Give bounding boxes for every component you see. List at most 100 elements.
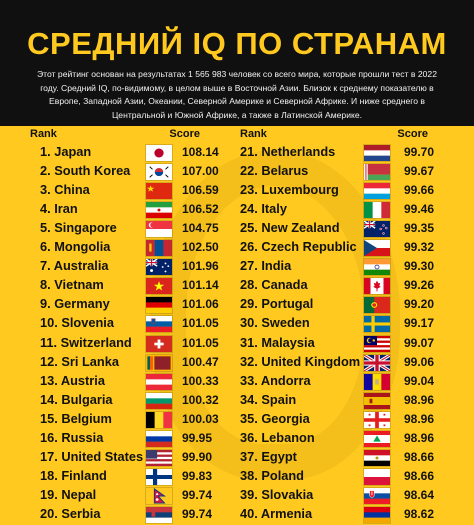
- table-row: 22. Belarus 99.67: [240, 161, 440, 182]
- country-label: 32. United Kingdom: [240, 353, 361, 369]
- country-label: 12. Sri Lanka: [40, 353, 119, 369]
- country-label: 38. Poland: [240, 467, 305, 483]
- score-header: Score: [169, 128, 200, 140]
- table-row: 4. Iran 106.52: [30, 199, 230, 220]
- score-value: 100.47: [182, 354, 219, 369]
- score-value: 99.67: [404, 164, 435, 179]
- country-label: 6. Mongolia: [40, 239, 111, 255]
- score-value: 106.59: [182, 183, 219, 198]
- score-value: 99.30: [404, 259, 435, 274]
- score-header: Score: [397, 128, 428, 140]
- switzerland-flag-icon: [145, 334, 173, 353]
- table-row: 24. Italy 99.46: [240, 199, 440, 220]
- egypt-flag-icon: [363, 448, 391, 467]
- country-label: 22. Belarus: [240, 163, 309, 179]
- country-label: 1. Japan: [40, 144, 92, 159]
- malaysia-flag-icon: [363, 334, 391, 353]
- table-row: 33. Andorra 99.04: [240, 371, 440, 391]
- sweden-flag-icon: [363, 315, 391, 334]
- austria-flag-icon: [145, 372, 173, 391]
- score-value: 99.70: [404, 145, 435, 159]
- country-label: 14. Bulgaria: [40, 391, 113, 407]
- score-value: 99.20: [404, 297, 435, 312]
- score-value: 99.06: [404, 354, 435, 369]
- country-label: 19. Nepal: [40, 486, 97, 502]
- score-value: 104.75: [182, 221, 219, 236]
- country-label: 31. Malaysia: [240, 334, 315, 350]
- table-row: 32. United Kingdom 99.06: [240, 352, 440, 372]
- slovenia-flag-icon: [145, 315, 173, 334]
- score-value: 99.95: [182, 430, 213, 445]
- japan-flag-icon: [145, 144, 173, 162]
- table-row: 8. Vietnam 101.14: [30, 275, 230, 296]
- rank-header: Rank: [240, 128, 267, 140]
- score-value: 98.96: [404, 392, 435, 407]
- score-value: 100.33: [182, 373, 219, 388]
- score-value: 101.96: [182, 259, 219, 274]
- score-value: 101.14: [182, 278, 219, 293]
- country-label: 7. Australia: [40, 258, 109, 274]
- sri-lanka-flag-icon: [145, 353, 173, 372]
- country-label: 8. Vietnam: [40, 277, 104, 293]
- country-label: 2. South Korea: [40, 163, 131, 179]
- table-row: 9. Germany 101.06: [30, 294, 230, 315]
- country-label: 37. Egypt: [240, 448, 297, 464]
- country-label: 23. Luxembourg: [240, 182, 339, 198]
- australia-flag-icon: [145, 258, 173, 277]
- score-value: 99.07: [404, 335, 435, 350]
- netherlands-flag-icon: [363, 144, 391, 162]
- score-value: 100.03: [182, 411, 219, 426]
- table-row: 25. New Zealand 99.35: [240, 218, 440, 239]
- country-label: 15. Belgium: [40, 410, 112, 426]
- serbia-flag-icon: [145, 505, 173, 524]
- country-label: 35. Georgia: [240, 410, 310, 426]
- table-row: 6. Mongolia 102.50: [30, 237, 230, 258]
- spain-flag-icon: [363, 391, 391, 410]
- score-value: 99.26: [404, 278, 435, 293]
- column-header-right: Rank Score: [240, 128, 440, 142]
- country-label: 11. Switzerland: [40, 334, 132, 350]
- score-value: 102.50: [182, 240, 219, 255]
- score-value: 99.90: [182, 449, 213, 464]
- table-row: 26. Czech Republic 99.32: [240, 237, 440, 258]
- united-kingdom-flag-icon: [363, 353, 391, 372]
- score-value: 106.52: [182, 202, 219, 217]
- country-label: 29. Portugal: [240, 296, 314, 312]
- table-row: 3. China 106.59: [30, 180, 230, 201]
- india-flag-icon: [363, 258, 391, 277]
- armenia-flag-icon: [363, 505, 391, 524]
- table-row: 15. Belgium 100.03: [30, 409, 230, 429]
- country-label: 24. Italy: [240, 201, 287, 217]
- table-row: 40. Armenia 98.62: [240, 504, 440, 524]
- united-states-flag-icon: [145, 448, 173, 467]
- table-row: 29. Portugal 99.20: [240, 294, 440, 315]
- china-flag-icon: [145, 182, 173, 201]
- table-row: 13. Austria 100.33: [30, 371, 230, 391]
- czech-republic-flag-icon: [363, 239, 391, 258]
- new-zealand-flag-icon: [363, 220, 391, 239]
- andorra-flag-icon: [363, 372, 391, 391]
- table-row: 30. Sweden 99.17: [240, 313, 440, 334]
- germany-flag-icon: [145, 296, 173, 315]
- mongolia-flag-icon: [145, 239, 173, 258]
- slovakia-flag-icon: [363, 486, 391, 505]
- score-value: 101.05: [182, 316, 219, 331]
- country-label: 26. Czech Republic: [240, 239, 357, 255]
- belarus-flag-icon: [363, 163, 391, 182]
- luxembourg-flag-icon: [363, 182, 391, 201]
- country-label: 25. New Zealand: [240, 220, 340, 236]
- portugal-flag-icon: [363, 296, 391, 315]
- country-label: 36. Lebanon: [240, 429, 315, 445]
- italy-flag-icon: [363, 201, 391, 220]
- score-value: 99.32: [404, 240, 435, 255]
- score-value: 99.46: [404, 202, 435, 217]
- country-label: 40. Armenia: [240, 505, 313, 521]
- score-value: 101.05: [182, 335, 219, 350]
- table-row: 17. United States 99.90: [30, 447, 230, 467]
- table-row: 5. Singapore 104.75: [30, 218, 230, 239]
- country-label: 33. Andorra: [240, 372, 311, 388]
- table-row: 38. Poland 98.66: [240, 466, 440, 486]
- score-value: 98.64: [404, 487, 435, 502]
- table-row: 10. Slovenia 101.05: [30, 313, 230, 334]
- table-row: 28. Canada 99.26: [240, 275, 440, 296]
